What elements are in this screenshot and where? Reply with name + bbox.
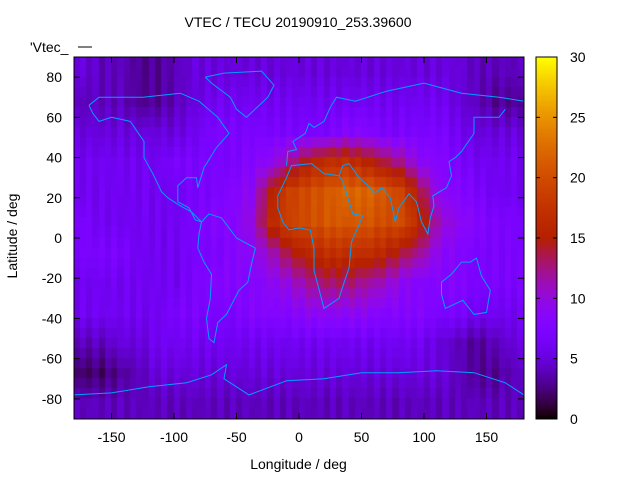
x-tick-label: -100 bbox=[160, 429, 188, 445]
y-tick-label: 0 bbox=[54, 230, 62, 246]
y-tick-label: -80 bbox=[42, 391, 62, 407]
x-tick-label: 100 bbox=[412, 429, 436, 445]
coastline bbox=[441, 257, 491, 315]
coastline bbox=[338, 108, 506, 236]
x-tick-label: 50 bbox=[354, 429, 370, 445]
colorbar-tick-label: 10 bbox=[570, 290, 586, 306]
y-tick-label: 60 bbox=[46, 109, 62, 125]
coastline bbox=[88, 92, 230, 223]
y-tick-label: -40 bbox=[42, 310, 62, 326]
coastline bbox=[197, 213, 256, 344]
x-tick-label: -150 bbox=[97, 429, 125, 445]
y-axis-label: Latitude / deg bbox=[4, 193, 20, 279]
colorbar-tick-label: 0 bbox=[570, 411, 578, 427]
x-tick-label: 0 bbox=[295, 429, 303, 445]
colorbar-gradient bbox=[536, 57, 557, 419]
coastline bbox=[286, 82, 525, 166]
coastline bbox=[277, 163, 364, 310]
plot-frame bbox=[73, 56, 525, 420]
y-tick-label: -60 bbox=[42, 351, 62, 367]
heatmap-canvas bbox=[74, 57, 524, 419]
coastline bbox=[73, 363, 525, 396]
y-tick-label: 40 bbox=[46, 150, 62, 166]
y-tick-label: 80 bbox=[46, 69, 62, 85]
legend-key-label: 'Vtec_ bbox=[30, 39, 69, 55]
coastline bbox=[204, 70, 275, 118]
x-tick-label: -50 bbox=[226, 429, 246, 445]
colorbar-tick-label: 5 bbox=[570, 351, 578, 367]
colorbar-tick-label: 15 bbox=[570, 230, 586, 246]
chart-title: VTEC / TECU 20190910_253.39600 bbox=[184, 14, 412, 30]
y-tick-label: 20 bbox=[46, 190, 62, 206]
colorbar-tick-label: 30 bbox=[570, 49, 586, 65]
x-axis-label: Longitude / deg bbox=[250, 456, 347, 472]
colorbar-tick-label: 20 bbox=[570, 170, 586, 186]
x-tick-label: 150 bbox=[475, 429, 499, 445]
colorbar-tick-label: 25 bbox=[570, 109, 586, 125]
y-tick-label: -20 bbox=[42, 270, 62, 286]
